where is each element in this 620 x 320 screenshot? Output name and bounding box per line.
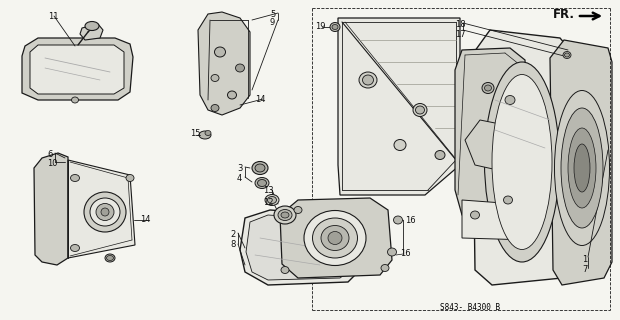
Text: 18: 18 (455, 20, 466, 29)
Polygon shape (455, 48, 530, 225)
Polygon shape (246, 215, 356, 280)
Ellipse shape (561, 108, 603, 228)
Polygon shape (30, 45, 124, 94)
Ellipse shape (505, 95, 515, 105)
Ellipse shape (563, 52, 571, 59)
Ellipse shape (304, 211, 366, 266)
Text: 16: 16 (405, 216, 415, 225)
Ellipse shape (294, 206, 302, 213)
Ellipse shape (415, 106, 425, 114)
Text: 6: 6 (47, 150, 52, 159)
Ellipse shape (394, 216, 402, 224)
Ellipse shape (199, 131, 211, 139)
Ellipse shape (388, 248, 397, 256)
Text: 1: 1 (582, 255, 587, 264)
Text: 19: 19 (315, 22, 326, 31)
Ellipse shape (574, 144, 590, 192)
Text: S843- B4300 B: S843- B4300 B (440, 303, 500, 312)
Text: 5: 5 (270, 10, 275, 19)
Text: 9: 9 (270, 18, 275, 27)
Text: 11: 11 (48, 12, 58, 21)
Ellipse shape (492, 75, 552, 250)
Text: FR.: FR. (553, 8, 575, 21)
Ellipse shape (554, 91, 609, 245)
Ellipse shape (281, 212, 289, 218)
Text: 13: 13 (263, 186, 273, 195)
Ellipse shape (332, 25, 338, 29)
Ellipse shape (281, 267, 289, 274)
Ellipse shape (205, 131, 211, 135)
Polygon shape (472, 30, 575, 285)
Text: 4: 4 (237, 174, 242, 183)
Text: 8: 8 (230, 240, 236, 249)
Ellipse shape (215, 47, 226, 57)
Polygon shape (80, 24, 103, 40)
Text: 16: 16 (400, 249, 410, 258)
Ellipse shape (312, 218, 358, 258)
Polygon shape (198, 12, 250, 115)
Text: 12: 12 (263, 198, 273, 207)
Ellipse shape (564, 53, 570, 57)
Ellipse shape (71, 174, 79, 181)
Polygon shape (34, 153, 68, 265)
Ellipse shape (85, 21, 99, 30)
Ellipse shape (71, 244, 79, 252)
Ellipse shape (568, 128, 596, 208)
Ellipse shape (107, 255, 113, 260)
Ellipse shape (471, 211, 479, 219)
Ellipse shape (252, 162, 268, 174)
Ellipse shape (255, 178, 269, 188)
Ellipse shape (330, 22, 340, 31)
Ellipse shape (101, 208, 109, 216)
Text: 14: 14 (140, 215, 151, 224)
Ellipse shape (265, 195, 279, 205)
Text: 14: 14 (255, 95, 265, 104)
Ellipse shape (211, 105, 219, 111)
Ellipse shape (236, 64, 244, 72)
Polygon shape (240, 210, 362, 285)
Polygon shape (68, 160, 135, 258)
Polygon shape (280, 198, 392, 278)
Ellipse shape (328, 231, 342, 244)
Text: 7: 7 (582, 265, 587, 274)
Ellipse shape (321, 226, 349, 251)
Ellipse shape (267, 196, 277, 204)
Ellipse shape (394, 140, 406, 150)
Ellipse shape (105, 254, 115, 262)
Ellipse shape (363, 75, 373, 85)
Ellipse shape (381, 265, 389, 271)
Ellipse shape (84, 192, 126, 232)
Ellipse shape (435, 150, 445, 159)
Ellipse shape (484, 85, 492, 91)
Ellipse shape (278, 210, 292, 220)
Polygon shape (462, 200, 530, 240)
Ellipse shape (482, 83, 494, 93)
Polygon shape (465, 120, 540, 175)
Ellipse shape (90, 198, 120, 226)
Ellipse shape (274, 206, 296, 224)
Ellipse shape (503, 196, 513, 204)
Ellipse shape (257, 180, 267, 187)
Polygon shape (550, 40, 612, 285)
Text: 2: 2 (230, 230, 235, 239)
Ellipse shape (96, 204, 114, 220)
Ellipse shape (255, 164, 265, 172)
Ellipse shape (211, 75, 219, 82)
Polygon shape (22, 38, 133, 100)
Ellipse shape (228, 91, 236, 99)
Ellipse shape (484, 62, 559, 262)
Polygon shape (338, 18, 460, 195)
Text: 17: 17 (455, 30, 466, 39)
Text: 3: 3 (237, 164, 242, 173)
Text: 10: 10 (47, 159, 58, 168)
Ellipse shape (71, 97, 79, 103)
Text: 15: 15 (190, 129, 200, 138)
Ellipse shape (413, 103, 427, 116)
Ellipse shape (359, 72, 377, 88)
Ellipse shape (126, 174, 134, 181)
